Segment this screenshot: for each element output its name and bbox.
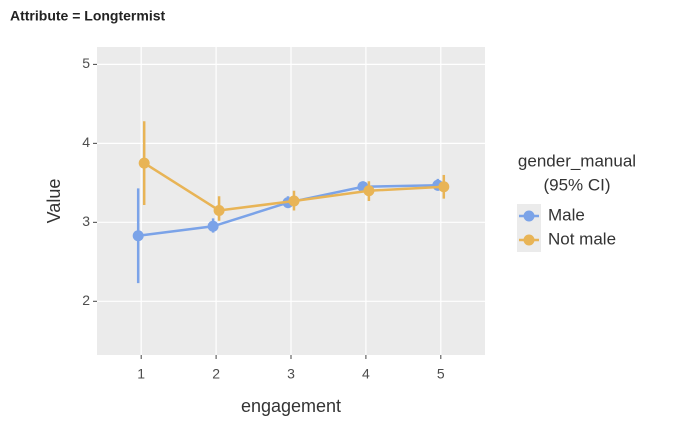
y-tick-label: 3 xyxy=(82,213,90,229)
x-tick-label: 1 xyxy=(137,366,145,382)
legend-label: Male xyxy=(548,205,585,224)
x-tick-label: 5 xyxy=(437,366,445,382)
point xyxy=(363,185,375,197)
legend-subtitle: (95% CI) xyxy=(543,175,610,194)
x-tick-label: 4 xyxy=(362,366,370,382)
point xyxy=(132,230,144,242)
legend-title: gender_manual xyxy=(518,151,636,170)
y-tick-label: 2 xyxy=(82,292,90,308)
y-tick-label: 4 xyxy=(82,134,90,150)
point xyxy=(213,204,225,216)
x-tick-label: 2 xyxy=(212,366,220,382)
point xyxy=(138,157,150,169)
y-axis-label: Value xyxy=(44,179,64,224)
legend-label: Not male xyxy=(548,229,616,248)
point xyxy=(207,220,219,232)
x-axis-label: engagement xyxy=(241,396,341,416)
legend-point xyxy=(523,234,535,246)
point xyxy=(438,181,450,193)
x-tick-label: 3 xyxy=(287,366,295,382)
y-tick-label: 5 xyxy=(82,55,90,71)
point xyxy=(288,195,300,207)
chart-title: Attribute = Longtermist xyxy=(10,8,166,24)
legend-point xyxy=(523,210,535,222)
